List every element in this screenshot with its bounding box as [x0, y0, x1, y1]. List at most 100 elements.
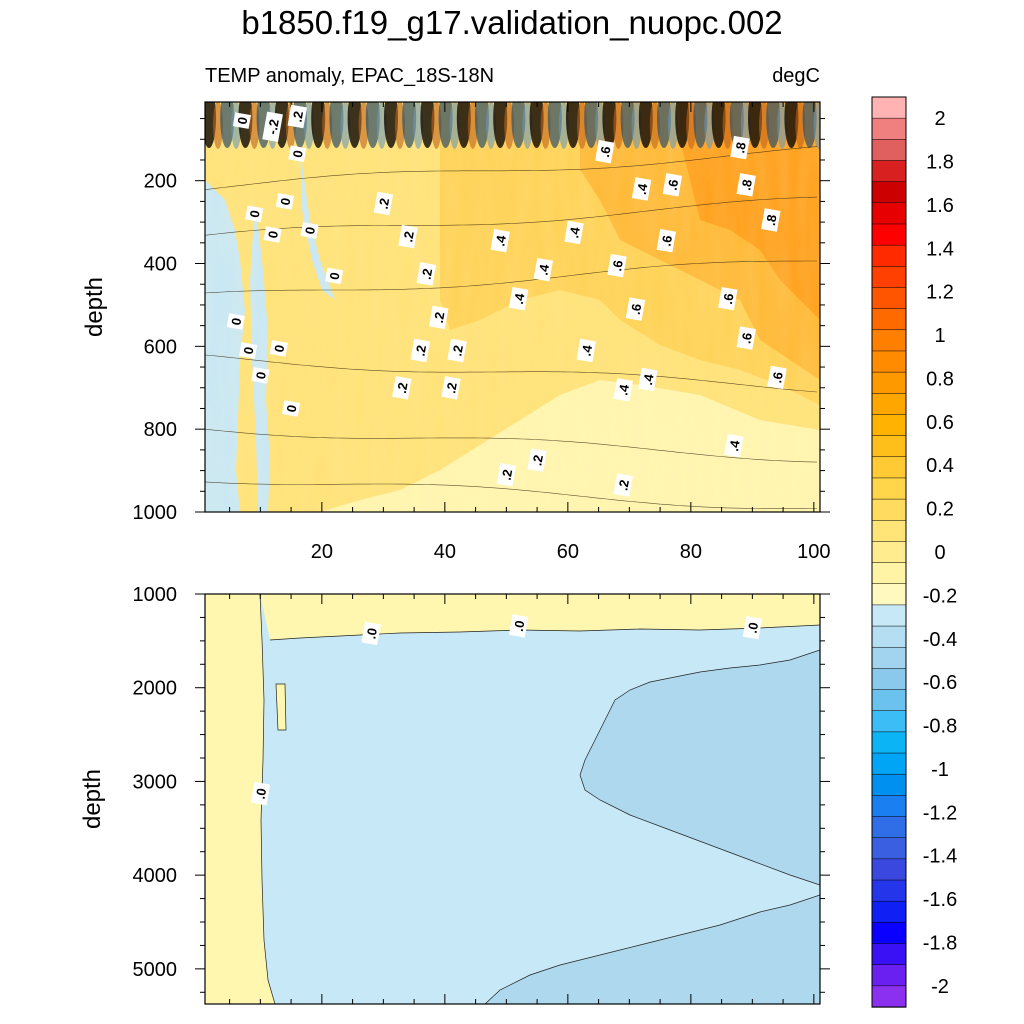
colorbar-swatch — [871, 223, 907, 246]
contour-label-box — [631, 177, 652, 201]
colorbar-swatch — [871, 625, 907, 648]
contour-label-box — [527, 448, 547, 472]
lower-contour-line — [275, 683, 287, 731]
contour-label-text: .0 — [745, 621, 762, 634]
surface-extreme-cap — [748, 102, 762, 148]
contour-label-box — [325, 267, 344, 285]
contour-label-text: .2 — [443, 381, 460, 394]
figure-title: b1850.f19_g17.validation_nuopc.002 — [241, 4, 782, 41]
surface-extreme-cap — [475, 102, 489, 148]
contour-label-box — [300, 222, 319, 239]
contour-label-text: 0 — [265, 230, 281, 240]
contour-label-box — [736, 326, 756, 350]
colorbar-label: -1.6 — [923, 889, 957, 911]
y-tick-label: 200 — [144, 171, 177, 193]
surface-extreme-cap — [347, 102, 362, 148]
contour-label: .4 — [638, 367, 658, 392]
contour-label: .6 — [625, 297, 646, 321]
contour-label-box — [441, 376, 461, 400]
surface-extreme-cap — [220, 102, 235, 148]
contour-label: 0 — [325, 267, 344, 285]
y-tick-label: 3000 — [133, 771, 178, 793]
contour-label-box — [232, 112, 251, 129]
colorbar-swatch — [871, 435, 907, 458]
y-tick-label: 1000 — [133, 502, 178, 524]
contour-label-text: .4 — [615, 382, 632, 396]
colorbar-label: 2 — [934, 108, 945, 130]
contour-label-box — [398, 224, 418, 249]
contour-label-box — [742, 615, 763, 640]
contour-label: .8 — [736, 173, 756, 197]
contour-label-text: .4 — [578, 343, 595, 357]
contour-label: .4 — [631, 177, 652, 201]
contour-label-box — [410, 338, 431, 363]
contour-label: .2 — [428, 305, 449, 330]
contour-label-box — [508, 286, 529, 311]
contour-label: .2 — [613, 473, 633, 497]
contour-label: .0 — [742, 615, 763, 640]
colorbar-label: 1.8 — [926, 152, 954, 174]
colorbar-swatch — [871, 160, 907, 183]
contour-label: -.2 — [262, 111, 283, 142]
contour-label-text: 0 — [271, 344, 287, 354]
contour-label-text: .2 — [394, 381, 411, 394]
contour-label-box — [595, 139, 615, 164]
colorbar-swatch — [871, 710, 907, 733]
contour-label: .6 — [767, 365, 787, 390]
contour-label: 0 — [269, 340, 288, 357]
colorbar-swatch — [871, 371, 907, 394]
colorbar-swatch — [871, 139, 907, 162]
upper-contour-line — [205, 146, 818, 190]
surface-extreme-cap — [784, 102, 799, 148]
contour-label-text: 0 — [228, 317, 244, 327]
contour-label-box — [730, 135, 750, 160]
contour-label-text: .6 — [609, 259, 626, 272]
lower-positive-west — [205, 594, 275, 1004]
colorbar-label: -2 — [931, 976, 949, 998]
contour-label: 0 — [300, 222, 319, 239]
colorbar-swatch — [871, 350, 907, 373]
colorbar-swatch — [871, 117, 907, 140]
colorbar-label: 0.2 — [926, 499, 954, 521]
contour-label-text: .8 — [738, 178, 755, 191]
lower-plot-area — [205, 594, 820, 1004]
colorbar-swatch — [871, 266, 907, 289]
contour-label-text: 0 — [234, 116, 250, 126]
colorbar-swatch — [871, 287, 907, 310]
surface-extreme-cap — [493, 102, 508, 148]
surface-extreme-cap — [511, 102, 526, 148]
colorbar-swatch — [871, 858, 907, 881]
colorbar-label: -1 — [931, 759, 949, 781]
contour-label-box — [251, 367, 270, 384]
colorbar-label: 0.6 — [926, 412, 954, 434]
contour-label: .2 — [416, 262, 437, 286]
contour-label-box — [613, 473, 633, 497]
contour-label-box — [625, 297, 646, 321]
contour-label: .2 — [410, 338, 431, 363]
colorbar-swatch — [871, 583, 907, 606]
surface-extreme-cap — [675, 102, 690, 148]
y-tick-label: 1000 — [133, 584, 178, 606]
contour-label-box — [269, 340, 288, 357]
contour-label-box — [736, 173, 756, 197]
colorbar-swatch — [871, 985, 907, 1008]
contour-label: .6 — [736, 326, 756, 350]
contour-label: 0 — [226, 313, 245, 330]
lower-contour-line — [259, 594, 276, 1004]
colorbar-label: -0.2 — [923, 585, 957, 607]
surface-extreme-cap — [402, 102, 417, 148]
contour-label: .4 — [564, 220, 584, 245]
upper-contour-line — [205, 354, 818, 393]
contour-label-text: .2 — [449, 344, 466, 357]
contour-label-box — [638, 367, 658, 392]
contour-label-box — [496, 462, 517, 487]
lower-y-axis-label: depth — [79, 769, 106, 829]
contour-label: .2 — [398, 224, 418, 249]
contour-label-box — [447, 338, 467, 363]
contour-label-text: .6 — [720, 292, 737, 305]
contour-label: .8 — [730, 135, 750, 160]
contour-label: .2 — [496, 462, 517, 487]
contour-label: .4 — [490, 228, 510, 253]
lower-panel: 1000 2000 3000 4000 5000 depth .0 .0 .0 .0 — [79, 584, 830, 1005]
contour-label-box — [533, 257, 554, 282]
